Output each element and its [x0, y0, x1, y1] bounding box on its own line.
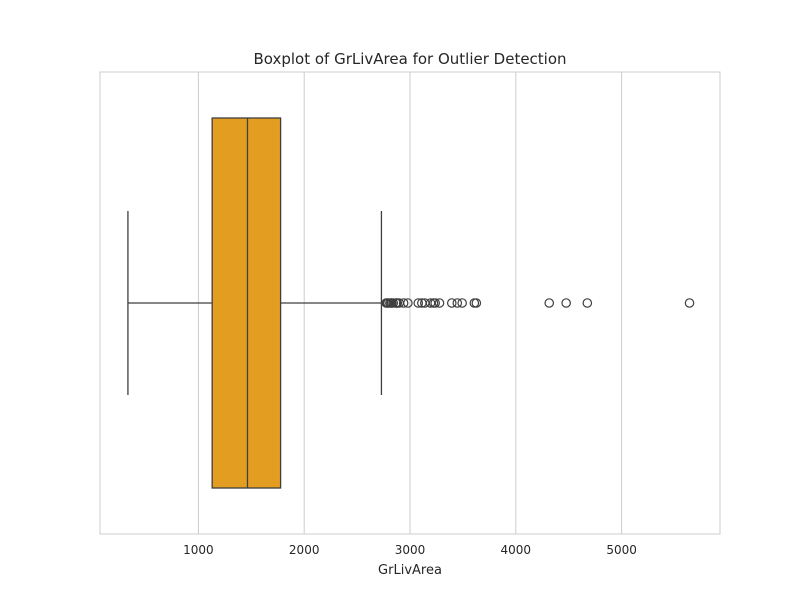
outlier-point-28 [684, 298, 695, 308]
outlier-point-19 [434, 298, 445, 308]
outlier-point-27 [582, 298, 593, 308]
outlier-point-6 [388, 298, 399, 308]
chart-title: Boxplot of GrLivArea for Outlier Detecti… [253, 50, 566, 68]
outlier-point-23 [469, 298, 480, 308]
outlier-point-26 [561, 298, 571, 308]
outlier-point-24 [471, 298, 482, 308]
x-tick-label-5000: 5000 [606, 543, 637, 557]
grid-lines [197, 72, 623, 534]
iqr-box [211, 117, 282, 489]
outlier-point-12 [403, 298, 413, 308]
x-axis-label: GrLivArea [378, 563, 442, 578]
x-axis-ticks: 1000 2000 3000 4000 5000 [183, 543, 637, 557]
outlier-point-13 [413, 298, 424, 308]
outlier-point-11 [398, 298, 409, 308]
outlier-point-20 [446, 298, 457, 308]
outlier-point-25 [544, 298, 555, 308]
x-tick-label-1000: 1000 [183, 543, 214, 557]
outlier-point-22 [457, 298, 467, 308]
x-tick-label-4000: 4000 [501, 543, 532, 557]
plot-area-frame [99, 71, 721, 535]
x-tick-label-2000: 2000 [289, 543, 320, 557]
x-tick-label-3000: 3000 [395, 543, 426, 557]
outlier-point-18 [430, 298, 440, 308]
outlier-points [381, 298, 695, 308]
outlier-point-21 [452, 298, 463, 308]
